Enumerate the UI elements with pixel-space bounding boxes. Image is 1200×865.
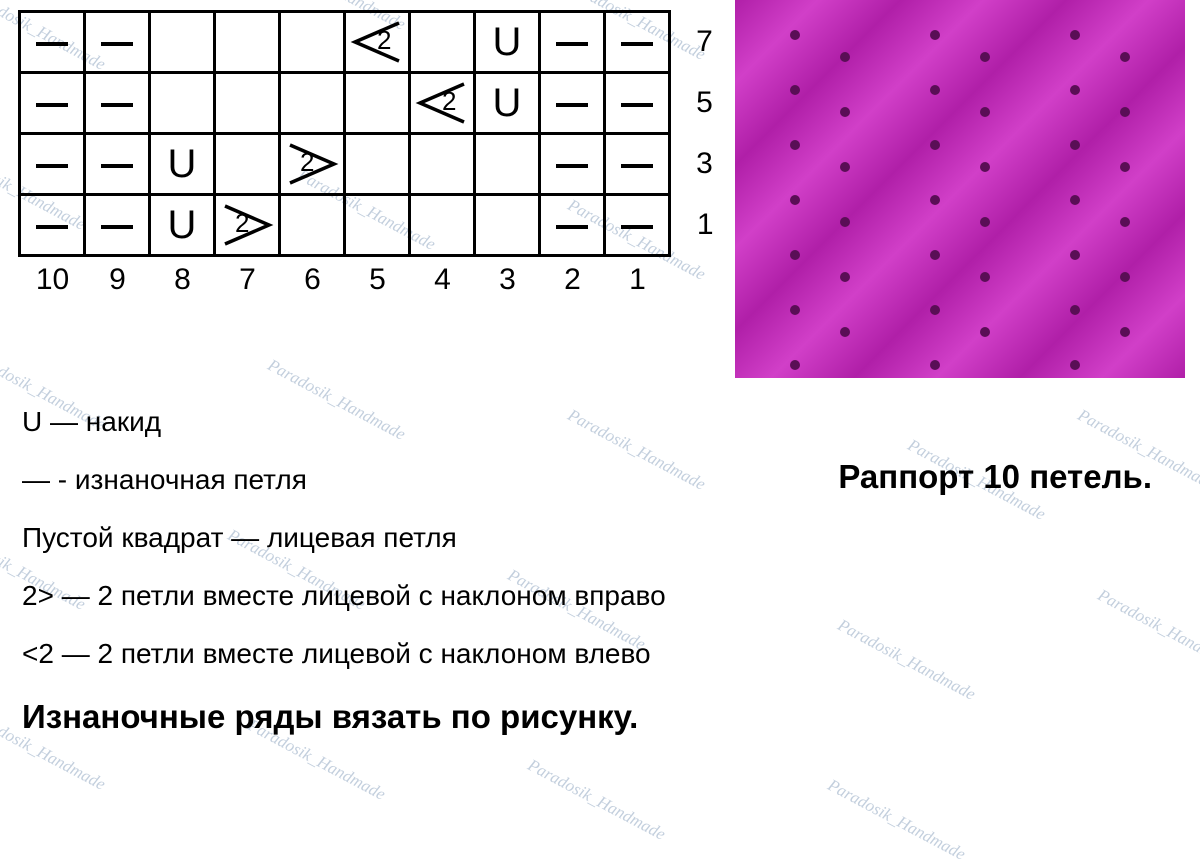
col-label: 3 bbox=[475, 263, 540, 297]
legend-line-5: <2 — 2 петли вместе лицевой с наклоном в… bbox=[22, 640, 1200, 668]
col-label: 1 bbox=[605, 263, 670, 297]
chart-cell bbox=[345, 195, 410, 256]
chart-cell bbox=[540, 73, 605, 134]
row-label: 7 bbox=[670, 12, 722, 73]
row-label: 1 bbox=[670, 195, 722, 256]
sample-photo bbox=[735, 0, 1185, 378]
chart-cell bbox=[280, 12, 345, 73]
chart-cell bbox=[20, 134, 85, 195]
bottom-note: Изнаночные ряды вязать по рисунку. bbox=[0, 698, 1200, 736]
chart-cell bbox=[85, 12, 150, 73]
col-label: 7 bbox=[215, 263, 280, 297]
svg-text:2: 2 bbox=[300, 147, 314, 177]
legend-line-1: U — накид bbox=[22, 408, 1200, 436]
knitting-chart: 2U72U5U23U21 10987654321 bbox=[18, 10, 723, 297]
col-label: 2 bbox=[540, 263, 605, 297]
col-label: 6 bbox=[280, 263, 345, 297]
chart-cell bbox=[85, 73, 150, 134]
chart-cell bbox=[85, 195, 150, 256]
chart-cell bbox=[605, 12, 670, 73]
chart-cell bbox=[540, 134, 605, 195]
row-label: 5 bbox=[670, 73, 722, 134]
col-label: 4 bbox=[410, 263, 475, 297]
chart-cell bbox=[20, 73, 85, 134]
chart-cell bbox=[540, 195, 605, 256]
chart-cell: U bbox=[475, 73, 540, 134]
chart-cell: U bbox=[150, 195, 215, 256]
chart-cell bbox=[410, 12, 475, 73]
chart-cell bbox=[410, 195, 475, 256]
chart-cell bbox=[280, 195, 345, 256]
chart-cell bbox=[215, 134, 280, 195]
svg-text:2: 2 bbox=[377, 25, 391, 55]
legend-block: U — накид — - изнаночная петля Пустой кв… bbox=[0, 378, 1200, 668]
col-label: 9 bbox=[85, 263, 150, 297]
chart-cell bbox=[345, 73, 410, 134]
legend-line-4: 2> — 2 петли вместе лицевой с наклоном в… bbox=[22, 582, 1200, 610]
chart-cell: 2 bbox=[215, 195, 280, 256]
chart-cell bbox=[215, 12, 280, 73]
chart-cell bbox=[20, 12, 85, 73]
chart-cell bbox=[605, 134, 670, 195]
col-label: 8 bbox=[150, 263, 215, 297]
chart-cell bbox=[280, 73, 345, 134]
chart-cell bbox=[345, 134, 410, 195]
col-label: 5 bbox=[345, 263, 410, 297]
chart-cell bbox=[605, 73, 670, 134]
chart-cell bbox=[20, 195, 85, 256]
col-label: 10 bbox=[20, 263, 85, 297]
svg-text:2: 2 bbox=[235, 208, 249, 238]
chart-cell: U bbox=[475, 12, 540, 73]
chart-cell bbox=[85, 134, 150, 195]
chart-cell: 2 bbox=[345, 12, 410, 73]
chart-cell bbox=[475, 195, 540, 256]
chart-cell: 2 bbox=[280, 134, 345, 195]
chart-cell: 2 bbox=[410, 73, 475, 134]
svg-text:2: 2 bbox=[442, 86, 456, 116]
chart-cell bbox=[605, 195, 670, 256]
chart-cell bbox=[475, 134, 540, 195]
rapport-text: Раппорт 10 петель. bbox=[838, 458, 1152, 496]
chart-cell bbox=[410, 134, 475, 195]
chart-cell: U bbox=[150, 134, 215, 195]
chart-cell bbox=[540, 12, 605, 73]
chart-cell bbox=[150, 12, 215, 73]
chart-cell bbox=[150, 73, 215, 134]
legend-line-3: Пустой квадрат — лицевая петля bbox=[22, 524, 1200, 552]
row-label: 3 bbox=[670, 134, 722, 195]
chart-cell bbox=[215, 73, 280, 134]
